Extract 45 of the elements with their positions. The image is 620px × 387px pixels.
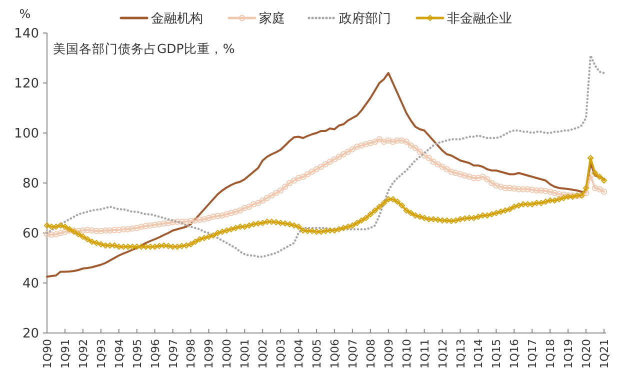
x-tick-label: 1Q94 — [112, 339, 126, 369]
x-tick-label: 1Q02 — [256, 339, 270, 369]
x-tick-label: 1Q16 — [508, 339, 522, 369]
x-tick-label: 1Q97 — [166, 339, 180, 369]
x-tick-label: 1Q07 — [346, 339, 360, 369]
x-tick-label: 1Q09 — [382, 339, 396, 369]
y-tick-label: 120 — [14, 76, 39, 92]
x-tick-label: 1Q06 — [328, 339, 342, 369]
x-tick-label: 1Q21 — [598, 339, 611, 369]
x-tick-label: 1Q01 — [238, 339, 252, 369]
legend-label: 家庭 — [259, 10, 285, 27]
x-tick-label: 1Q05 — [310, 339, 324, 369]
x-tick-label: 1Q04 — [292, 339, 306, 369]
x-tick-label: 1Q08 — [364, 339, 378, 369]
x-tick-label: 1Q12 — [436, 339, 450, 369]
x-tick-label: 1Q03 — [274, 339, 288, 369]
y-tick-label: 20 — [22, 326, 39, 342]
x-tick-label: 1Q15 — [490, 339, 504, 369]
x-tick-label: 1Q00 — [220, 339, 234, 369]
x-tick-label: 1Q14 — [472, 339, 486, 369]
x-tick-label: 1Q98 — [184, 339, 198, 369]
x-tick-label: 1Q11 — [418, 339, 432, 369]
x-tick-label: 1Q90 — [41, 339, 54, 369]
x-tick-label: 1Q96 — [148, 339, 162, 369]
x-tick-label: 1Q20 — [580, 339, 594, 369]
x-tick-label: 1Q93 — [94, 339, 108, 369]
y-tick-label: 80 — [22, 176, 39, 192]
legend-label: 金融机构 — [151, 12, 203, 27]
x-tick-label: 1Q18 — [544, 339, 558, 369]
text: 美国各部门债务占GDP比重，% — [53, 41, 235, 56]
y-tick-label: 40 — [22, 276, 39, 292]
x-tick-label: 1Q17 — [526, 339, 540, 369]
legend-label: 非金融企业 — [447, 12, 512, 27]
x-tick-label: 1Q99 — [202, 339, 216, 369]
y-tick-label: 140 — [14, 26, 39, 42]
y-tick-label: 100 — [14, 126, 39, 142]
y-tick-label: 60 — [22, 226, 39, 242]
x-tick-label: 1Q19 — [562, 339, 576, 369]
legend-label: 政府部门 — [339, 10, 391, 27]
x-tick-label: 1Q10 — [400, 339, 414, 369]
y-axis-title: % — [19, 7, 31, 21]
x-tick-label: 1Q92 — [76, 339, 90, 369]
x-tick-label: 1Q95 — [130, 339, 144, 369]
x-tick-label: 1Q13 — [454, 339, 468, 369]
x-tick-label: 1Q91 — [58, 339, 72, 369]
